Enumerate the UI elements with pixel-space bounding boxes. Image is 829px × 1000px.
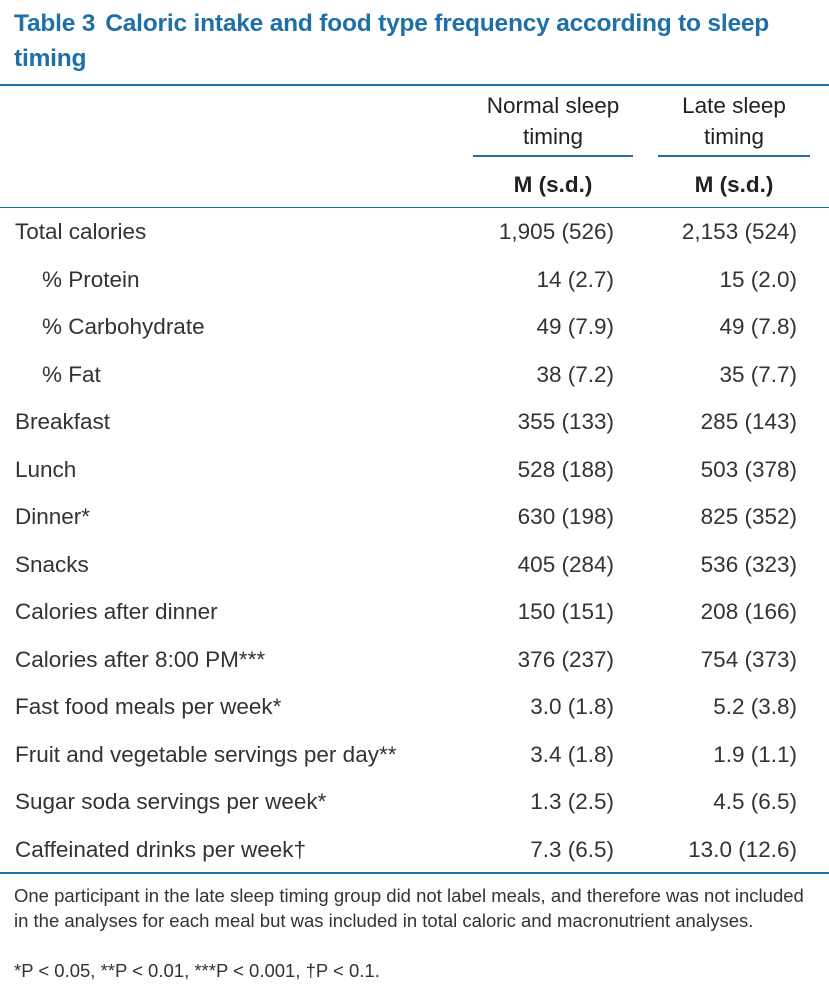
cell-value: 536 (323) — [700, 551, 797, 577]
cell-value: 3.4 (1.8) — [530, 741, 614, 767]
cell-value: 825 (352) — [700, 504, 797, 529]
cell-value: 7.3 (6.5) — [530, 836, 614, 862]
cell-value: 35 (7.7) — [719, 361, 797, 387]
column-subheader: M (s.d.) — [694, 172, 774, 197]
column-rule — [658, 155, 810, 157]
footnote: *P < 0.05, **P < 0.01, ***P < 0.001, †P … — [14, 960, 380, 981]
cell-value: 150 (151) — [517, 599, 614, 624]
cell-value: 5.2 (3.8) — [713, 694, 797, 719]
cell-value: 1.3 (2.5) — [530, 789, 614, 814]
cell-value: 528 (188) — [517, 456, 614, 482]
cell-value: 14 (2.7) — [536, 266, 614, 292]
row-label: Dinner* — [15, 504, 91, 529]
row-label: Sugar soda servings per week* — [15, 789, 327, 814]
column-subheader: M (s.d.) — [513, 172, 593, 197]
row-label: Breakfast — [15, 409, 111, 434]
bottom-rule — [0, 872, 829, 874]
cell-value: 3.0 (1.8) — [530, 694, 614, 719]
row-label: Total calories — [15, 219, 147, 244]
row-label: Lunch — [15, 456, 77, 482]
cell-value: 405 (284) — [517, 551, 614, 577]
table-label: Table 3 — [14, 10, 96, 37]
cell-value: 13.0 (12.6) — [688, 836, 797, 862]
column-rule — [473, 155, 633, 157]
cell-value: 208 (166) — [700, 599, 797, 624]
row-label: % Protein — [42, 266, 140, 292]
cell-value: 285 (143) — [700, 409, 797, 434]
title-text: Caloric intake and food type frequency a… — [14, 10, 770, 72]
row-label: Calories after 8:00 PM*** — [15, 646, 266, 672]
cell-value: 49 (7.9) — [536, 314, 614, 339]
cell-value: 38 (7.2) — [536, 361, 614, 387]
row-label: % Carbohydrate — [42, 314, 205, 339]
column-header: Late sleep timing — [682, 93, 786, 149]
header-rule — [0, 207, 829, 208]
cell-value: 376 (237) — [517, 646, 614, 672]
cell-value: 355 (133) — [517, 409, 614, 434]
cell-value: 4.5 (6.5) — [713, 789, 797, 814]
column-header: Normal sleep timing — [486, 93, 620, 149]
row-label: Caffeinated drinks per week† — [15, 836, 307, 862]
cell-value: 503 (378) — [700, 456, 797, 482]
row-label: Snacks — [15, 551, 89, 577]
cell-value: 15 (2.0) — [719, 266, 797, 292]
cell-value: 1,905 (526) — [498, 219, 614, 244]
cell-value: 49 (7.8) — [719, 314, 797, 339]
cell-value: 2,153 (524) — [681, 219, 797, 244]
footnote: One participant in the late sleep timing… — [14, 885, 804, 931]
row-label: Calories after dinner — [15, 599, 218, 624]
row-label: Fruit and vegetable servings per day** — [15, 741, 397, 767]
row-label: % Fat — [42, 361, 101, 387]
top-rule — [0, 84, 829, 86]
cell-value: 630 (198) — [517, 504, 614, 529]
cell-value: 1.9 (1.1) — [713, 741, 797, 767]
table-title: Table 3 Caloric intake and food type freq… — [14, 6, 819, 76]
cell-value: 754 (373) — [700, 646, 797, 672]
row-label: Fast food meals per week* — [15, 694, 282, 719]
